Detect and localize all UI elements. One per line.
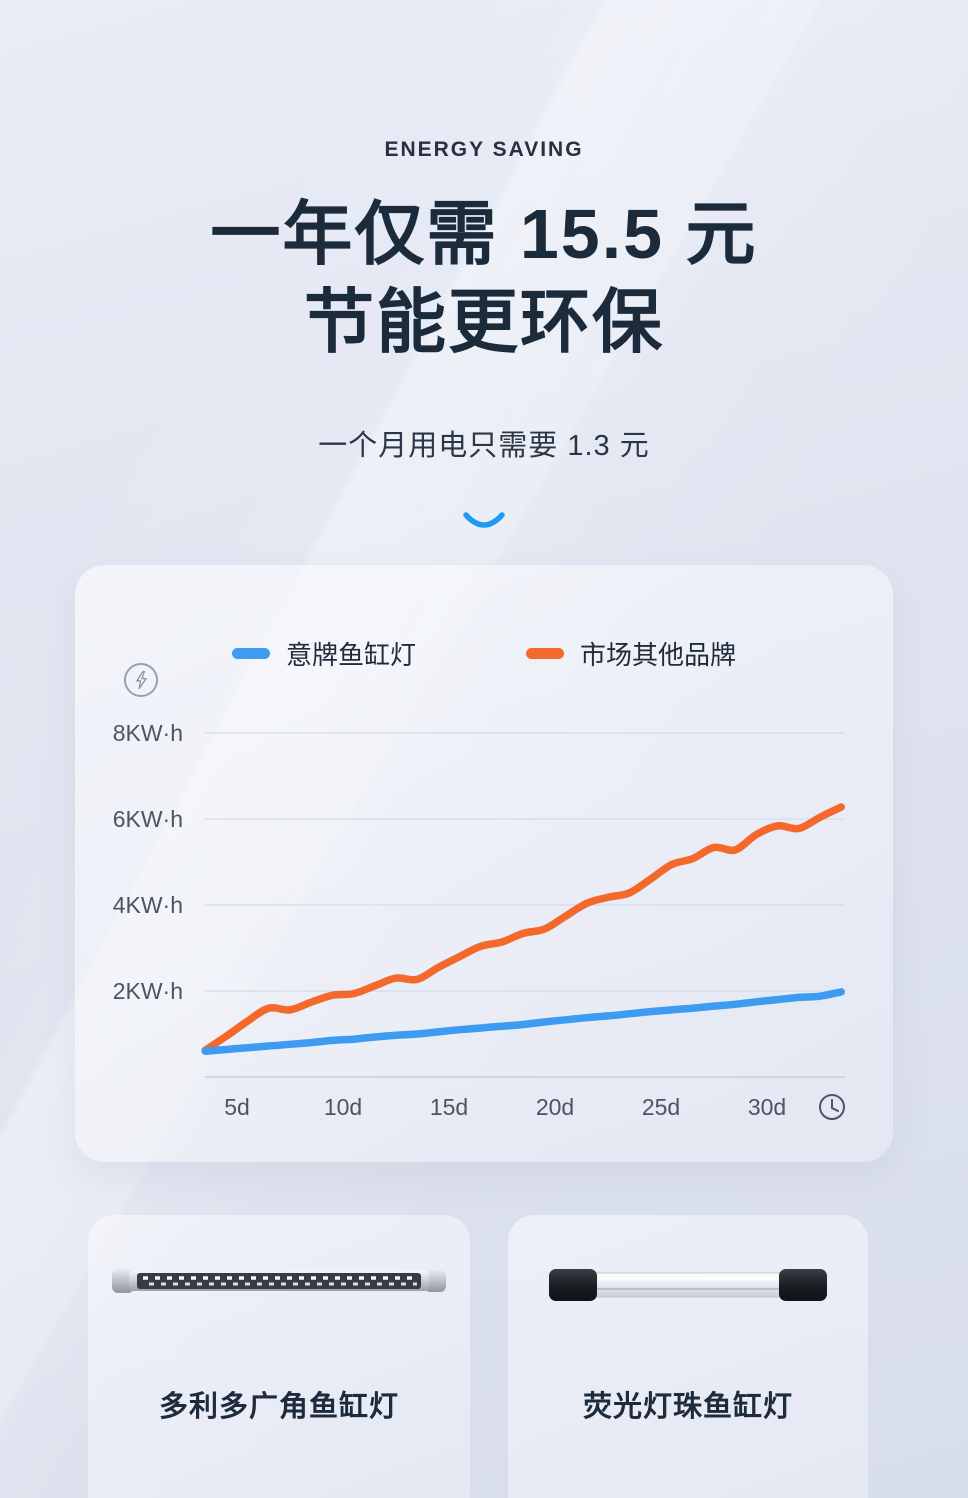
grid-lines: 8KW·h 6KW·h 4KW·h 2KW·h 5d 10d 15d 20d 25d 30d bbox=[113, 720, 845, 1120]
headline-line1: 一年仅需 15.5 元 bbox=[210, 195, 758, 273]
led-bar-light-image bbox=[88, 1261, 470, 1301]
product-card-fluorescent-light: 荧光灯珠鱼缸灯 bbox=[508, 1215, 868, 1498]
clock-icon bbox=[819, 1094, 845, 1120]
eyebrow-text: ENERGY SAVING bbox=[384, 138, 584, 161]
x-tick-label: 25d bbox=[642, 1094, 680, 1120]
y-tick-label: 6KW·h bbox=[113, 806, 183, 832]
headline-line2: 节能更环保 bbox=[304, 283, 664, 361]
y-tick-label: 8KW·h bbox=[113, 720, 183, 746]
legend-item-other-market-brands: 市场其他品牌 bbox=[526, 635, 736, 672]
legend-swatch bbox=[526, 648, 564, 659]
legend-label: 意牌鱼缸灯 bbox=[285, 640, 416, 670]
y-tick-label: 4KW·h bbox=[113, 892, 183, 918]
legend-swatch bbox=[231, 648, 270, 659]
x-tick-label: 20d bbox=[536, 1094, 574, 1120]
x-tick-label: 10d bbox=[324, 1094, 362, 1120]
legend-label: 市场其他品牌 bbox=[580, 640, 737, 670]
hero-section: ENERGY SAVING 一年仅需 15.5 元 节能更环保 一个月用电只需要… bbox=[0, 0, 968, 534]
energy-usage-chart: 8KW·h 6KW·h 4KW·h 2KW·h 5d 10d 15d 20d 25d 30d bbox=[113, 720, 845, 1120]
energy-chart-card: 意牌鱼缸灯 市场其他品牌 8KW·h 6KW·h 4KW·h 2KW·h 5d 10d 15d… bbox=[75, 565, 893, 1162]
x-tick-label: 5d bbox=[224, 1094, 250, 1120]
legend-item-yi-brand-light: 意牌鱼缸灯 bbox=[231, 635, 416, 672]
chart-legend: 意牌鱼缸灯 市场其他品牌 bbox=[75, 635, 893, 672]
x-tick-label: 15d bbox=[430, 1094, 468, 1120]
series-line-other-market-brands bbox=[201, 803, 845, 1055]
x-tick-label: 30d bbox=[748, 1094, 786, 1120]
product-card-wide-angle-light: 多利多广角鱼缸灯 bbox=[88, 1215, 470, 1498]
product-name: 荧光灯珠鱼缸灯 bbox=[582, 1391, 793, 1423]
series-line-yi-brand-light bbox=[201, 988, 845, 1055]
product-name: 多利多广角鱼缸灯 bbox=[158, 1391, 399, 1423]
product-comparison-section: 多利多广角鱼缸灯 bbox=[0, 1215, 968, 1498]
smile-arc-icon bbox=[0, 510, 968, 534]
fluorescent-tube-image bbox=[508, 1261, 868, 1309]
subtitle: 一个月用电只需要 1.3 元 bbox=[318, 430, 650, 462]
y-tick-label: 2KW·h bbox=[113, 978, 183, 1004]
lightning-icon bbox=[124, 663, 158, 697]
